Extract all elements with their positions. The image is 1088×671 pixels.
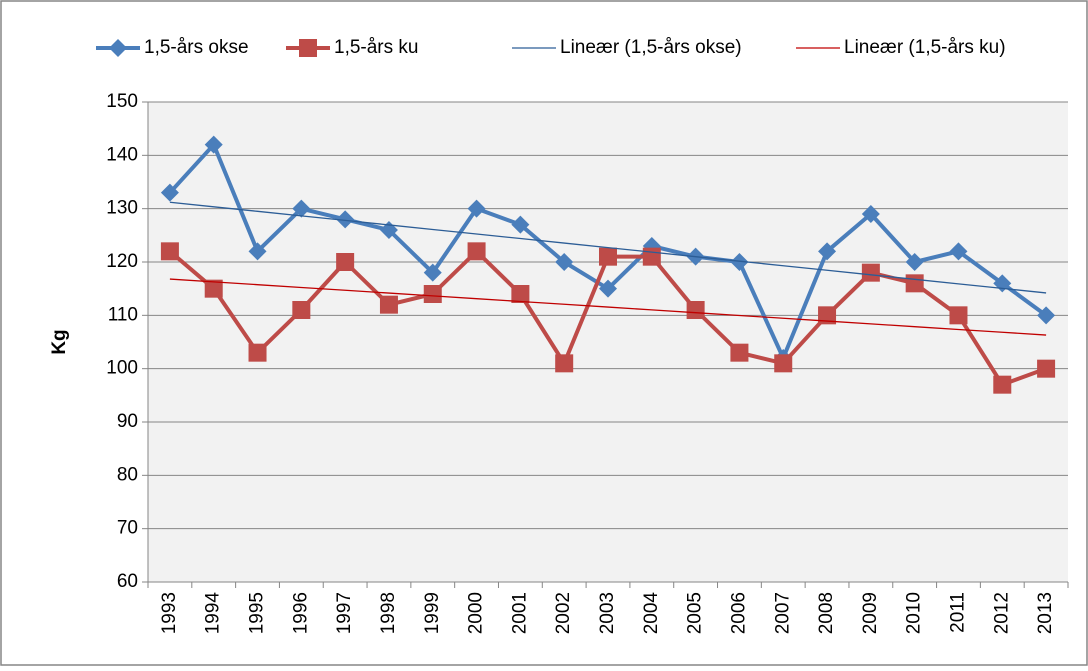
data-point (949, 306, 968, 325)
data-point (905, 274, 924, 293)
data-point (336, 210, 355, 229)
legend-marker (109, 39, 127, 57)
data-point (248, 343, 267, 362)
legend-marker (299, 39, 317, 57)
x-tick-label: 1996 (290, 592, 311, 634)
data-point (204, 279, 223, 298)
x-tick-label: 2007 (772, 592, 793, 634)
data-point (993, 375, 1012, 394)
y-tick-label: 60 (117, 571, 138, 592)
data-point (555, 354, 574, 373)
data-point (292, 301, 311, 319)
x-tick-label: 2012 (991, 592, 1012, 634)
y-tick-label: 90 (117, 411, 138, 432)
x-tick-label: 2002 (553, 592, 574, 634)
x-tick-label: 2001 (509, 592, 530, 634)
data-point (292, 199, 311, 218)
data-point (730, 343, 749, 362)
data-point (423, 285, 442, 303)
data-point (774, 354, 793, 373)
x-tick-label: 2004 (641, 592, 662, 635)
data-point (467, 199, 486, 218)
data-point (379, 295, 398, 314)
x-tick-label: 2010 (904, 592, 925, 634)
data-point (599, 279, 617, 298)
x-tick-label: 2005 (685, 592, 706, 634)
data-point (160, 242, 179, 261)
data-point (599, 247, 617, 266)
data-point (467, 242, 486, 261)
y-tick-label: 100 (106, 358, 138, 379)
x-tick-label: 1994 (203, 592, 224, 635)
data-point (686, 301, 705, 319)
x-tick-label: 2011 (947, 592, 968, 633)
y-tick-label: 120 (106, 251, 138, 272)
y-tick-label: 130 (106, 198, 138, 219)
x-tick-label: 1999 (422, 592, 443, 634)
data-point (818, 306, 837, 325)
series-line (169, 278, 1047, 336)
x-tick-label: 2009 (860, 592, 881, 634)
data-point (905, 253, 924, 271)
y-tick-label: 80 (117, 464, 138, 485)
data-point (423, 263, 442, 282)
x-tick-label: 1993 (159, 592, 180, 634)
plot-area (148, 102, 1068, 582)
legend-label: Lineær (1,5-års okse) (560, 37, 742, 58)
data-point (818, 242, 837, 261)
data-point (730, 253, 749, 271)
data-point (861, 263, 880, 282)
x-tick-label: 1998 (378, 592, 399, 634)
x-tick-label: 2000 (466, 592, 487, 634)
data-point (1037, 359, 1056, 378)
x-tick-label: 1995 (247, 592, 268, 634)
data-point (248, 242, 267, 261)
x-tick-label: 2008 (816, 592, 837, 634)
legend-label: Lineær (1,5-års ku) (844, 37, 1006, 58)
data-point (204, 135, 223, 154)
series-line (169, 201, 1047, 294)
y-tick-label: 110 (108, 304, 138, 325)
data-point (336, 253, 355, 271)
data-point (511, 215, 530, 234)
data-point (511, 285, 530, 303)
y-tick-label: 150 (106, 91, 138, 112)
legend-label: 1,5-års ku (334, 37, 418, 58)
x-tick-label: 1997 (334, 592, 355, 634)
data-point (160, 183, 179, 202)
y-axis-label: Kg (49, 329, 70, 354)
x-tick-label: 2003 (597, 592, 618, 634)
legend-label: 1,5-års okse (144, 37, 249, 58)
data-point (555, 253, 574, 271)
x-tick-label: 2013 (1035, 592, 1056, 634)
x-tick-label: 2006 (728, 592, 749, 634)
data-point (949, 242, 968, 261)
data-point (642, 247, 661, 266)
y-tick-label: 70 (117, 518, 138, 539)
y-tick-label: 140 (106, 144, 138, 165)
data-point (861, 205, 880, 223)
data-point (1037, 306, 1056, 325)
